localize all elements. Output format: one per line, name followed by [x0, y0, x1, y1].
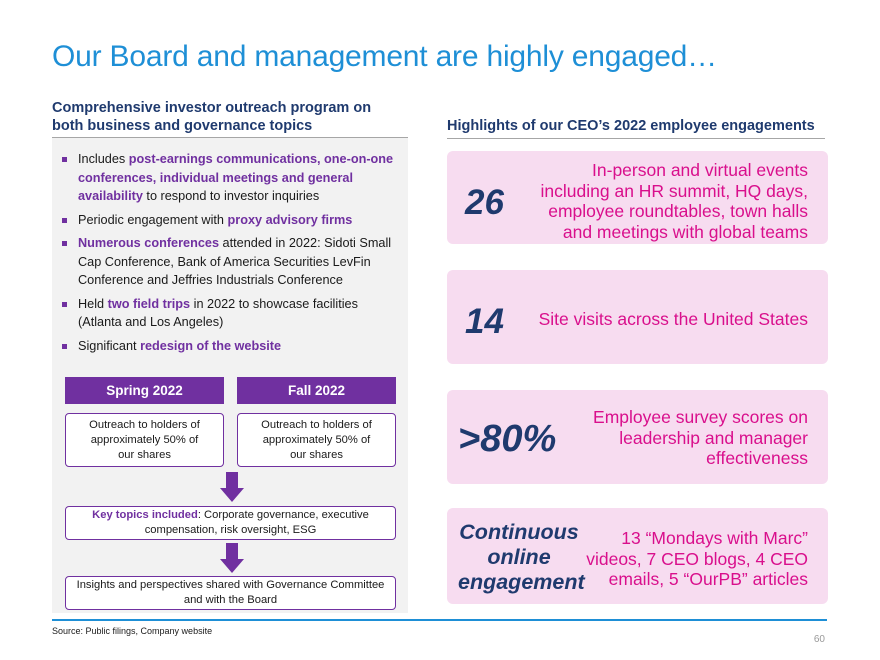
highlight-card-survey: [447, 390, 828, 484]
highlight-card-online: [447, 508, 828, 604]
online-engagement-label: Continuous online engagement: [458, 520, 585, 594]
list-item: Held two field trips in 2022 to showcase…: [62, 295, 404, 332]
list-item: Significant redesign of the website: [62, 337, 404, 356]
list-item: Includes post-earnings communications, o…: [62, 150, 404, 206]
survey-score: >80%: [458, 418, 557, 460]
spring-outreach-box: Outreach to holders of approximately 50%…: [65, 413, 224, 467]
bullet-square-icon: [62, 157, 67, 162]
left-section-heading: Comprehensive investor outreach program …: [52, 99, 408, 138]
site-visits-count: 14: [465, 302, 504, 341]
highlight-card-events: [447, 151, 828, 244]
bullet-square-icon: [62, 241, 67, 246]
events-count: 26: [465, 183, 504, 222]
key-topics-box: Key topics included: Corporate governanc…: [65, 506, 396, 540]
down-arrow-icon: [220, 472, 244, 502]
site-visits-description: Site visits across the United States: [538, 309, 808, 329]
survey-description: Employee survey scores on leadership and…: [593, 407, 808, 468]
source-note: Source: Public filings, Company website: [52, 626, 213, 636]
list-item: Numerous conferences attended in 2022: S…: [62, 234, 404, 290]
footer-divider: [52, 619, 827, 621]
list-item: Periodic engagement with proxy advisory …: [62, 211, 404, 230]
outreach-bullet-list: Includes post-earnings communications, o…: [62, 150, 404, 360]
down-arrow-icon: [220, 543, 244, 573]
bullet-square-icon: [62, 301, 67, 307]
right-section-heading: Highlights of our CEO’s 2022 employee en…: [447, 117, 825, 139]
spring-2022-header: Spring 2022: [65, 377, 224, 404]
events-description: In-person and virtual events including a…: [540, 160, 808, 242]
page-title: Our Board and management are highly enga…: [52, 40, 717, 73]
fall-outreach-box: Outreach to holders of approximately 50%…: [237, 413, 396, 467]
bullet-square-icon: [62, 343, 67, 349]
highlight-card-site-visits: [447, 270, 828, 364]
insights-box: Insights and perspectives shared with Go…: [65, 576, 396, 610]
online-engagement-description: 13 “Mondays with Marc” videos, 7 CEO blo…: [586, 528, 808, 589]
bullet-square-icon: [62, 217, 67, 223]
page-number: 60: [813, 634, 825, 645]
fall-2022-header: Fall 2022: [237, 377, 396, 404]
